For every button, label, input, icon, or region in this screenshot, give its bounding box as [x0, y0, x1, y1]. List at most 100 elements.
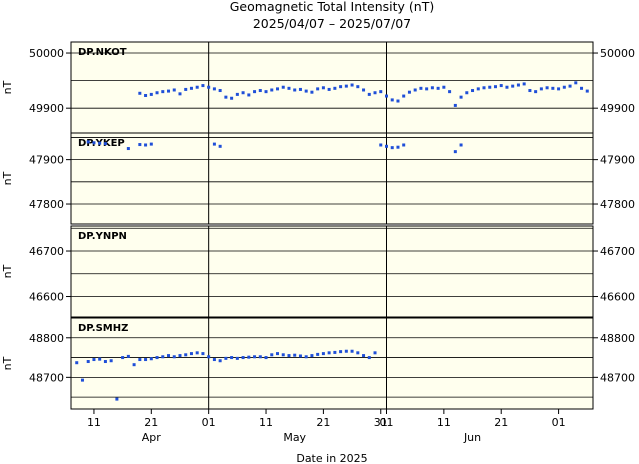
data-point — [270, 88, 274, 92]
data-point — [270, 353, 274, 357]
data-point — [333, 86, 337, 90]
data-point — [539, 87, 543, 91]
data-point — [476, 87, 480, 91]
x-tick-label: 21 — [316, 416, 330, 429]
data-point — [580, 86, 584, 90]
data-point — [144, 143, 148, 147]
data-point — [293, 353, 297, 357]
x-tick-label: 21 — [144, 416, 158, 429]
y-tick-label-left: 50000 — [29, 47, 64, 60]
data-point — [316, 87, 320, 91]
x-tick-label: 01 — [379, 416, 393, 429]
panel-dp-smhz: 48700 48700 48800 48800 DP.SMHZ nT — [1, 317, 635, 410]
data-point — [310, 354, 314, 358]
y-tick-label-right: 48700 — [600, 371, 635, 384]
data-point — [103, 360, 107, 364]
data-point — [488, 85, 492, 89]
data-point — [98, 357, 102, 361]
data-point — [482, 86, 486, 90]
y-axis-title: nT — [1, 356, 14, 370]
data-point — [172, 88, 176, 92]
data-point — [298, 87, 302, 91]
panel-background — [71, 42, 593, 133]
data-point — [264, 356, 268, 360]
x-tick-label: 11 — [87, 416, 101, 429]
x-month-label: Jun — [463, 431, 481, 444]
x-month-label: Apr — [142, 431, 162, 444]
x-tick-label: 11 — [259, 416, 273, 429]
x-axis-title: Date in 2025 — [296, 452, 367, 464]
data-point — [161, 90, 165, 94]
y-tick-label-right: 48800 — [600, 332, 635, 345]
data-point — [184, 87, 188, 91]
data-point — [144, 358, 148, 362]
y-tick-label-left: 47900 — [29, 154, 64, 167]
data-point — [333, 350, 337, 354]
data-point — [138, 91, 142, 95]
data-point — [276, 87, 280, 91]
data-point — [436, 86, 440, 90]
data-point — [195, 85, 199, 89]
data-point — [98, 141, 102, 145]
data-point — [253, 355, 257, 359]
data-point — [149, 142, 153, 146]
chart-subtitle: 2025/04/07 – 2025/07/07 — [253, 16, 411, 31]
y-tick-label-left: 47800 — [29, 198, 64, 211]
data-point — [522, 82, 526, 86]
data-point — [453, 103, 457, 107]
data-point — [230, 356, 234, 360]
panel-station-label: DP.SMHZ — [78, 323, 128, 334]
data-point — [350, 83, 354, 87]
data-point — [459, 143, 463, 147]
x-tick-label: 21 — [494, 416, 508, 429]
data-point — [384, 144, 388, 148]
data-point — [144, 93, 148, 97]
data-point — [293, 88, 297, 92]
data-point — [218, 144, 222, 148]
data-point — [207, 85, 211, 89]
data-point — [396, 145, 400, 149]
data-point — [224, 95, 228, 99]
x-tick-label: 01 — [552, 416, 566, 429]
data-point — [281, 353, 285, 357]
chart-title: Geomagnetic Total Intensity (nT) — [230, 0, 435, 14]
data-point — [132, 363, 136, 367]
data-point — [235, 92, 239, 96]
panel-dp-ynpn: 46600 46600 46700 46700 DP.YNPN nT — [1, 225, 635, 318]
y-tick-label-right: 46700 — [600, 245, 635, 258]
y-axis-title: nT — [1, 171, 14, 185]
data-point — [574, 81, 578, 85]
data-point — [189, 86, 193, 90]
data-point — [551, 86, 555, 90]
data-point — [327, 87, 331, 91]
y-axis-title: nT — [1, 264, 14, 278]
data-point — [253, 90, 257, 94]
data-point — [167, 354, 171, 358]
data-point — [92, 141, 96, 145]
data-point — [287, 86, 291, 90]
data-point — [212, 87, 216, 91]
data-point — [218, 89, 222, 93]
data-point — [258, 89, 262, 93]
data-point — [367, 92, 371, 96]
data-point — [247, 93, 251, 97]
panel-dp-nkot: 49900 49900 50000 50000 DP.NKOT nT — [1, 41, 635, 134]
y-tick-label-right: 47900 — [600, 154, 635, 167]
data-point — [396, 99, 400, 103]
data-point — [545, 86, 549, 90]
data-point — [453, 150, 457, 154]
data-point — [419, 86, 423, 90]
data-point — [362, 354, 366, 358]
x-month-label: May — [283, 431, 306, 444]
data-point — [534, 90, 538, 94]
data-point — [356, 351, 360, 355]
data-point — [321, 86, 325, 90]
data-point — [155, 91, 159, 95]
panel-station-label: DP.YKEP — [78, 138, 125, 149]
data-point — [505, 85, 509, 89]
data-point — [86, 140, 90, 144]
panel-frame — [70, 132, 594, 225]
data-point — [178, 92, 182, 96]
data-point — [138, 143, 142, 147]
